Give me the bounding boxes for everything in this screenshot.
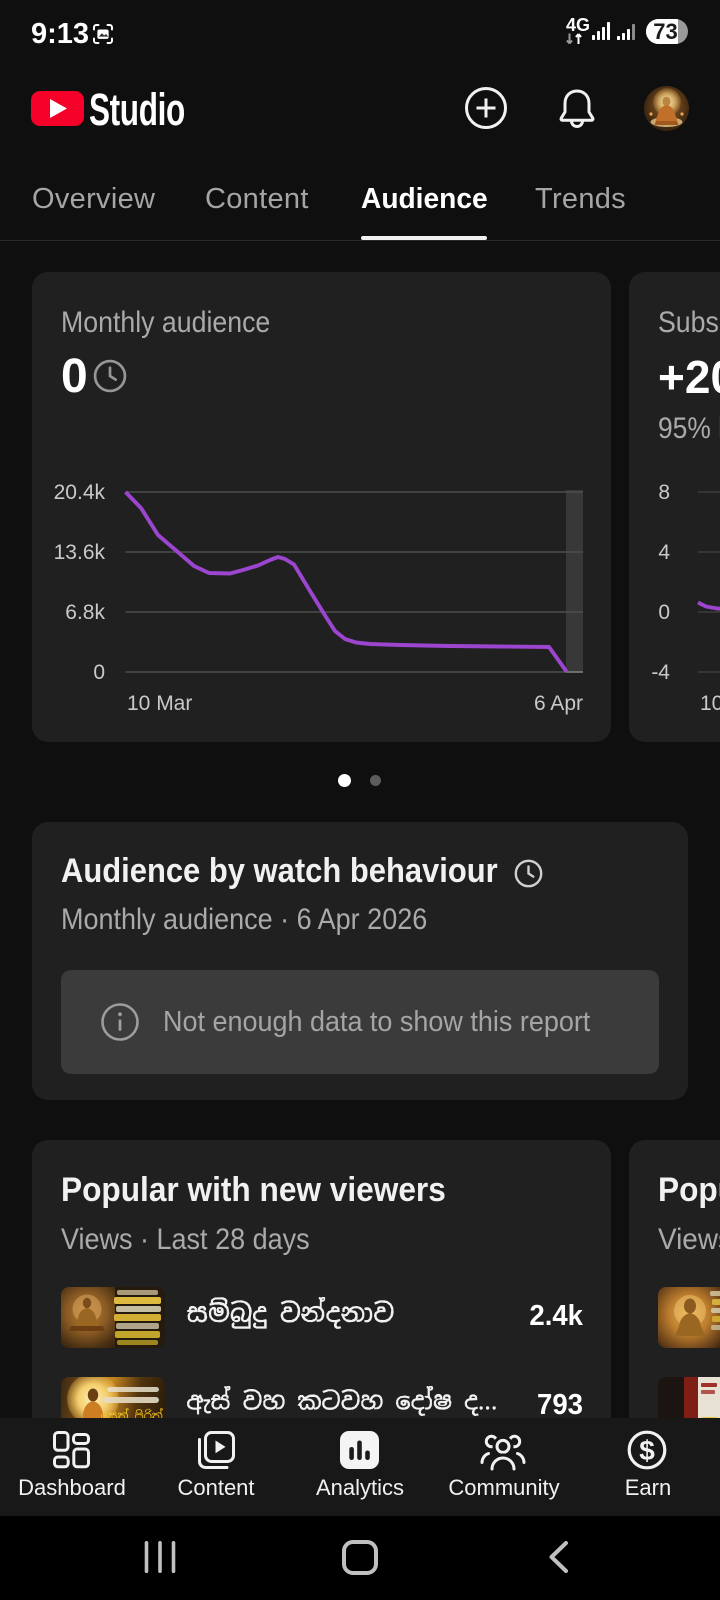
svg-text:0: 0 <box>658 601 670 624</box>
svg-text:4: 4 <box>658 541 670 564</box>
svg-text:6.8k: 6.8k <box>65 601 105 624</box>
svg-text:13.6k: 13.6k <box>54 541 106 564</box>
svg-text:6 Apr: 6 Apr <box>534 692 583 715</box>
svg-text:10 Mar: 10 Mar <box>127 692 192 715</box>
svg-text:10 M: 10 M <box>700 692 720 715</box>
svg-text:-4: -4 <box>651 661 670 684</box>
svg-text:0: 0 <box>93 661 105 684</box>
svg-text:20.4k: 20.4k <box>54 481 106 504</box>
svg-text:8: 8 <box>658 481 670 504</box>
svg-text:$: $ <box>639 1435 655 1466</box>
